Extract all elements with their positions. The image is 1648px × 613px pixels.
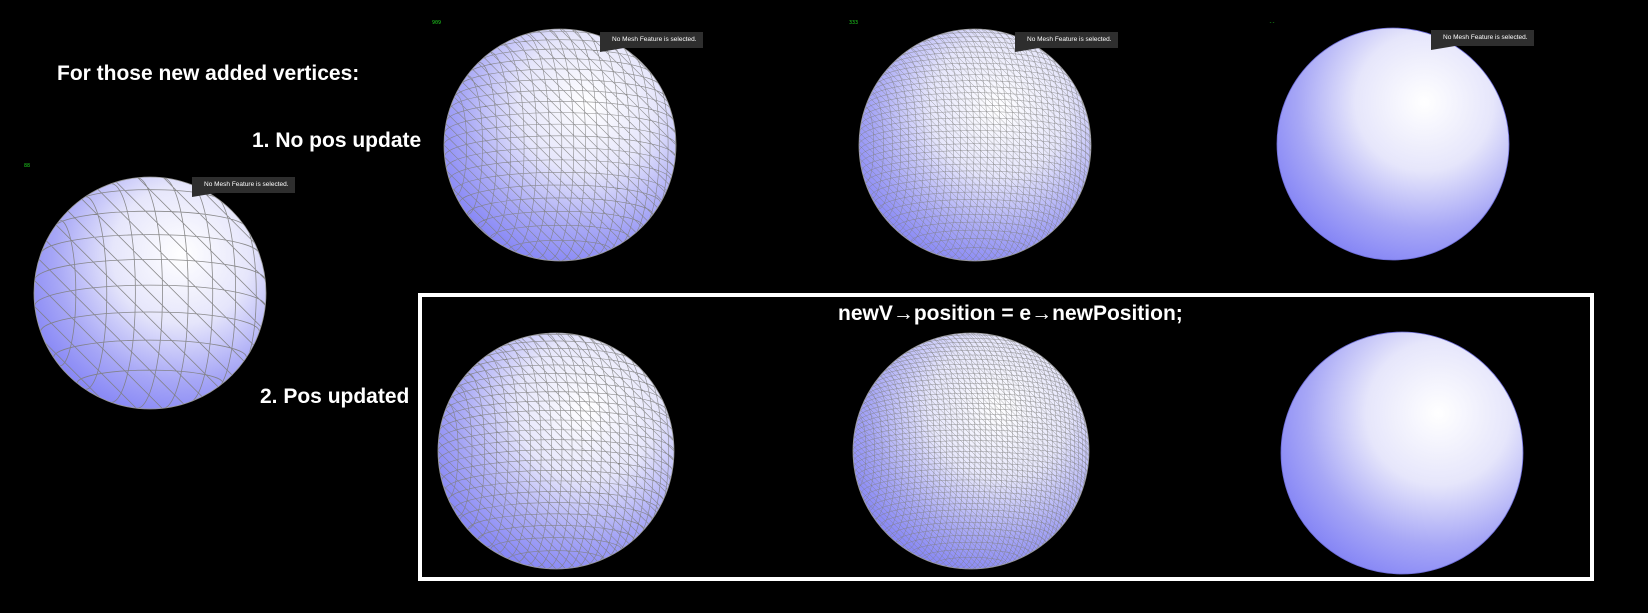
sphere-outline	[1280, 331, 1524, 575]
pos-updated-frame	[418, 293, 1594, 581]
viewport-message: No Mesh Feature is selected.	[600, 32, 703, 52]
sphere-outline	[858, 28, 1092, 262]
viewport-message: No Mesh Feature is selected.	[192, 177, 295, 197]
viewport-message: No Mesh Feature is selected.	[1015, 32, 1118, 52]
sphere-outline	[437, 332, 675, 570]
code-line: newV→position = e→newPosition;	[838, 302, 1183, 325]
row-label-no-pos-update: 1. No pos update	[252, 129, 422, 152]
sphere-mesh	[33, 176, 267, 410]
sphere-outline	[1276, 27, 1510, 261]
viewport-row2-step3[interactable]	[1277, 327, 1527, 577]
fps-counter: 909	[432, 20, 442, 26]
wireframe	[853, 333, 1089, 569]
viewport-message: No Mesh Feature is selected.	[1431, 30, 1534, 50]
sphere-surface	[1277, 28, 1509, 260]
sphere-outline	[443, 28, 677, 262]
wireframe	[859, 29, 1091, 261]
fps-counter: 333	[849, 20, 859, 26]
sphere-mesh	[443, 28, 677, 262]
sphere-mesh	[1280, 331, 1524, 575]
sphere-mesh	[1276, 27, 1510, 261]
viewport-row1-step1[interactable]: 909 No Mesh Feature is selected.	[432, 20, 703, 265]
sphere-mesh	[858, 28, 1092, 262]
viewport-row1-step3[interactable]: -- No Mesh Feature is selected.	[1269, 20, 1534, 265]
viewport-row1-step2[interactable]: 333 No Mesh Feature is selected.	[849, 20, 1118, 265]
viewport-original[interactable]: 88 No Mesh Feature is selected.	[24, 160, 295, 410]
fps-counter: 88	[24, 163, 31, 169]
fps-counter: --	[1269, 20, 1276, 26]
sphere-mesh	[437, 332, 675, 570]
wireframe	[34, 177, 266, 409]
sphere-outline	[33, 176, 267, 410]
viewport-row2-step1[interactable]	[434, 327, 679, 572]
sphere-outline	[852, 332, 1090, 570]
heading: For those new added vertices:	[57, 62, 360, 85]
viewport-row2-step2[interactable]	[849, 327, 1094, 572]
sphere-mesh	[852, 332, 1090, 570]
row-label-pos-updated: 2. Pos updated	[260, 385, 410, 408]
sphere-surface	[1281, 332, 1523, 574]
